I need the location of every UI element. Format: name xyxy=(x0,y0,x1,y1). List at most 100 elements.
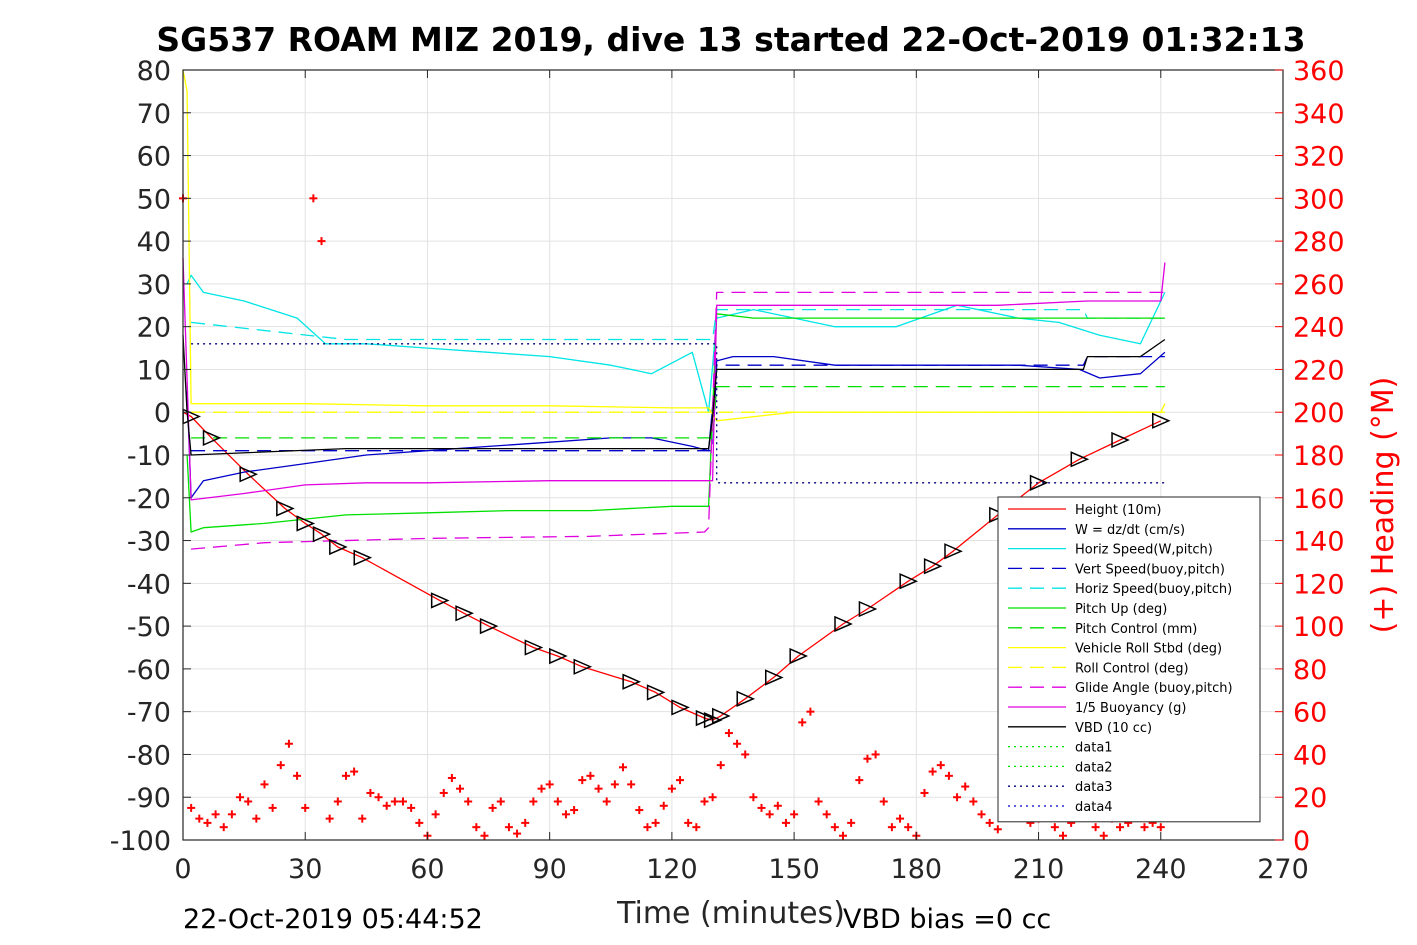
x-tick-label: 60 xyxy=(410,854,444,885)
legend-label: Vehicle Roll Stbd (deg) xyxy=(1075,642,1222,657)
heading-point xyxy=(504,823,513,832)
heading-point xyxy=(252,814,261,823)
series-data3 xyxy=(191,343,1165,484)
heading-point xyxy=(920,788,929,797)
height-marker xyxy=(764,669,784,686)
heading-point xyxy=(325,814,334,823)
legend-label: Roll Control (deg) xyxy=(1075,661,1189,676)
y2-tick-label: 180 xyxy=(1293,441,1345,472)
y2-tick-label: 40 xyxy=(1293,740,1327,771)
y-tick-label: -80 xyxy=(127,740,171,771)
heading-point xyxy=(961,782,970,791)
y-tick-label: -10 xyxy=(127,441,171,472)
heading-point xyxy=(480,831,489,840)
legend-label: Glide Angle (buoy,pitch) xyxy=(1075,681,1233,696)
heading-point xyxy=(953,793,962,802)
heading-point xyxy=(561,810,570,819)
height-marker xyxy=(1029,474,1049,491)
heading-point xyxy=(594,784,603,793)
height-marker xyxy=(479,617,499,635)
heading-point xyxy=(211,810,220,819)
y-tick-label: -50 xyxy=(127,612,171,643)
series-vbd-10-cc xyxy=(182,335,1166,456)
y2-tick-label: 120 xyxy=(1293,569,1345,600)
heading-point xyxy=(407,803,416,812)
y2-axis-label: (+) Heading (°M) xyxy=(1366,377,1401,634)
heading-point xyxy=(781,818,790,827)
height-marker xyxy=(1111,431,1130,449)
heading-point xyxy=(847,818,856,827)
heading-point xyxy=(627,780,636,789)
series-layer xyxy=(182,69,1166,721)
legend-label: Horiz Speed(buoy,pitch) xyxy=(1075,582,1232,597)
heading-point xyxy=(529,797,538,806)
y-tick-label: 30 xyxy=(137,270,171,301)
heading-point xyxy=(472,823,481,832)
heading-point xyxy=(676,776,685,785)
heading-point xyxy=(749,793,758,802)
legend-label: Horiz Speed(W,pitch) xyxy=(1075,543,1213,558)
heading-point xyxy=(700,797,709,806)
legend-label: VBD (10 cc) xyxy=(1075,721,1152,736)
x-tick-label: 30 xyxy=(288,854,322,885)
heading-point xyxy=(1099,831,1108,840)
heading-point xyxy=(431,810,440,819)
heading-point xyxy=(757,803,766,812)
heading-point xyxy=(879,797,888,806)
series-vehicle-roll-stbd-deg xyxy=(182,69,1166,422)
height-marker xyxy=(899,573,919,590)
heading-point xyxy=(570,806,579,815)
series-glide-angle-buoy-pitch xyxy=(191,291,1165,550)
legend-label: data1 xyxy=(1075,741,1113,756)
y2-axis-ticks: 0 20 40 60 80 100 120 140 160 180 200 220 240 260 280 3… xyxy=(1275,56,1345,857)
heading-point xyxy=(447,773,456,782)
heading-point xyxy=(765,810,774,819)
x-axis-ticks: 0 30 60 90 120 150 180 210 240 270 xyxy=(174,70,1309,885)
heading-point xyxy=(464,797,473,806)
heading-point xyxy=(219,823,228,832)
heading-point xyxy=(276,761,285,770)
legend-box xyxy=(997,496,1261,823)
heading-point xyxy=(578,776,587,785)
heading-point xyxy=(1156,823,1165,832)
height-marker xyxy=(858,600,878,618)
height-marker xyxy=(524,639,544,656)
height-marker xyxy=(312,525,332,543)
y2-tick-label: 260 xyxy=(1293,270,1345,301)
heading-point xyxy=(928,767,937,776)
y-tick-label: -40 xyxy=(127,569,171,600)
heading-point xyxy=(545,780,554,789)
heading-point xyxy=(366,788,375,797)
x-tick-label: 120 xyxy=(646,854,698,885)
x-tick-label: 0 xyxy=(174,854,191,885)
legend-label: Height (10m) xyxy=(1075,503,1161,518)
y-tick-label: 70 xyxy=(137,99,171,130)
heading-point xyxy=(488,803,497,812)
heading-point xyxy=(333,797,342,806)
heading-point xyxy=(399,797,407,806)
heading-point xyxy=(309,194,318,203)
height-marker xyxy=(353,549,373,566)
chart-title: SG537 ROAM MIZ 2019, dive 13 started 22-… xyxy=(156,20,1305,59)
heading-point xyxy=(977,810,986,819)
height-marker xyxy=(239,466,259,483)
x-axis-label: Time (minutes) xyxy=(616,896,845,931)
heading-point xyxy=(684,818,693,827)
heading-point xyxy=(716,761,725,770)
heading-point xyxy=(708,793,717,802)
heading-point xyxy=(553,797,562,806)
heading-point xyxy=(439,788,448,797)
heading-point xyxy=(390,797,399,806)
heading-point xyxy=(602,797,611,806)
heading-point xyxy=(855,776,864,785)
heading-point xyxy=(993,825,1002,834)
heading-point xyxy=(667,784,676,793)
heading-point xyxy=(415,818,424,827)
heading-point xyxy=(887,823,896,832)
heading-point xyxy=(651,818,660,827)
height-marker xyxy=(276,500,295,517)
series-pitch-control-mm xyxy=(191,385,1165,439)
legend-label: Pitch Up (deg) xyxy=(1075,602,1167,617)
heading-point xyxy=(341,771,350,780)
